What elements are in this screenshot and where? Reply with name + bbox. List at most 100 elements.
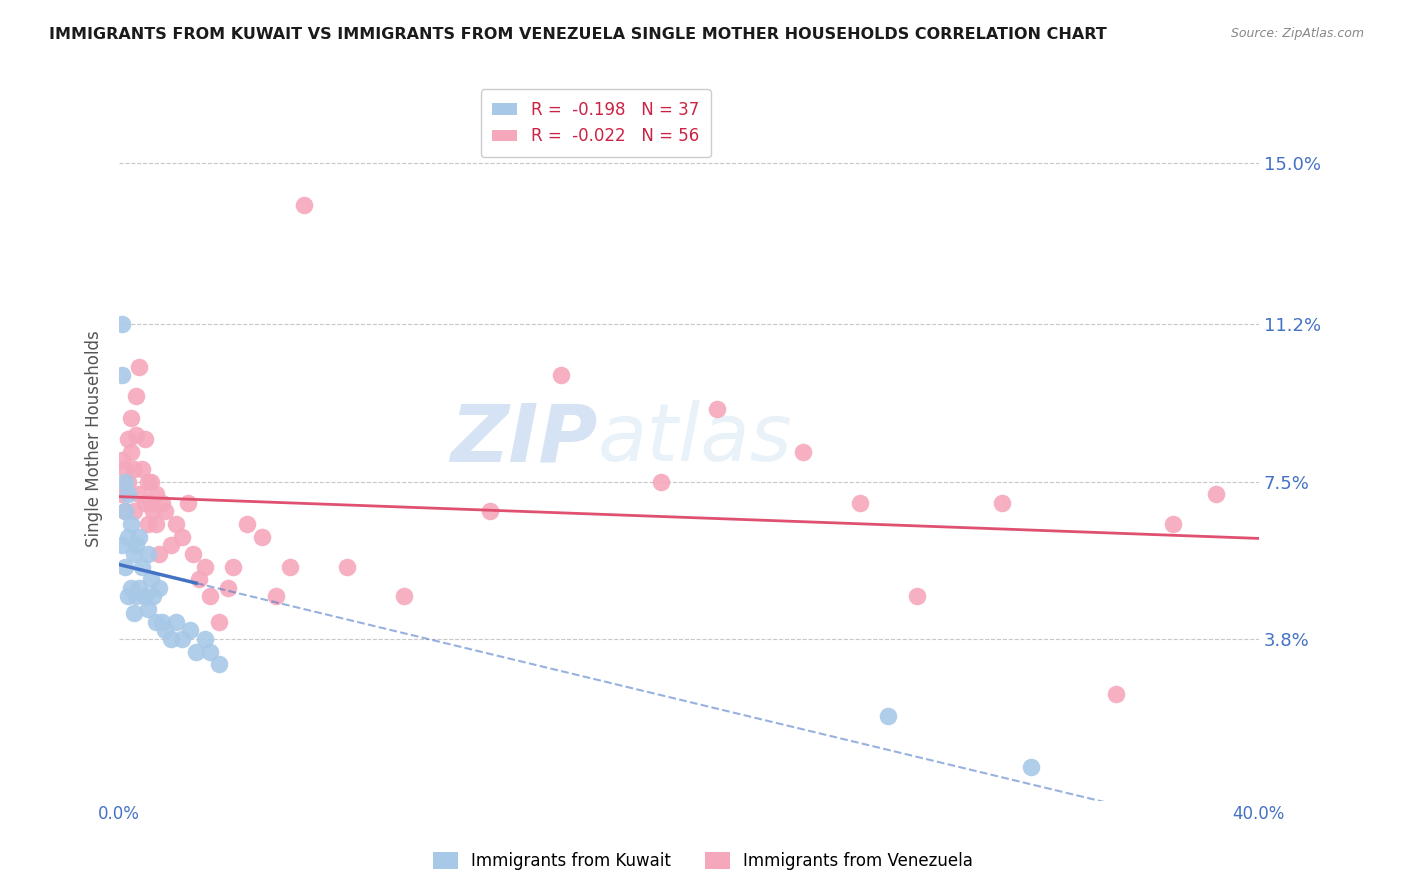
Point xyxy=(114,504,136,518)
Point xyxy=(392,590,415,604)
Point xyxy=(222,559,245,574)
Point xyxy=(145,517,167,532)
Text: Source: ZipAtlas.com: Source: ZipAtlas.com xyxy=(1230,27,1364,40)
Point xyxy=(131,559,153,574)
Point xyxy=(128,487,150,501)
Point xyxy=(136,475,159,489)
Point xyxy=(139,475,162,489)
Point xyxy=(176,496,198,510)
Point xyxy=(122,462,145,476)
Point xyxy=(478,504,501,518)
Point xyxy=(134,432,156,446)
Point xyxy=(120,517,142,532)
Point xyxy=(991,496,1014,510)
Point xyxy=(125,427,148,442)
Point xyxy=(125,538,148,552)
Point xyxy=(849,496,872,510)
Point xyxy=(278,559,301,574)
Point xyxy=(136,547,159,561)
Legend: R =  -0.198   N = 37, R =  -0.022   N = 56: R = -0.198 N = 37, R = -0.022 N = 56 xyxy=(481,89,711,157)
Point xyxy=(877,708,900,723)
Point xyxy=(264,590,287,604)
Point xyxy=(208,657,231,672)
Point xyxy=(111,317,134,331)
Point xyxy=(114,504,136,518)
Point xyxy=(145,615,167,629)
Point xyxy=(1161,517,1184,532)
Point xyxy=(150,496,173,510)
Point xyxy=(122,547,145,561)
Point xyxy=(114,475,136,489)
Point xyxy=(1105,687,1128,701)
Point xyxy=(159,632,181,646)
Point xyxy=(111,487,134,501)
Point xyxy=(792,444,814,458)
Point xyxy=(125,590,148,604)
Point xyxy=(200,645,222,659)
Point xyxy=(139,496,162,510)
Point xyxy=(120,581,142,595)
Point xyxy=(194,632,217,646)
Point xyxy=(153,624,176,638)
Point xyxy=(117,487,139,501)
Point xyxy=(114,462,136,476)
Point xyxy=(120,444,142,458)
Point xyxy=(194,559,217,574)
Point xyxy=(170,632,193,646)
Point xyxy=(217,581,239,595)
Point xyxy=(905,590,928,604)
Point xyxy=(134,496,156,510)
Point xyxy=(122,607,145,621)
Point xyxy=(183,547,205,561)
Point xyxy=(170,530,193,544)
Point xyxy=(650,475,672,489)
Text: atlas: atlas xyxy=(598,400,793,478)
Point xyxy=(165,517,187,532)
Point xyxy=(145,487,167,501)
Point xyxy=(1019,759,1042,773)
Point xyxy=(117,432,139,446)
Point xyxy=(125,389,148,403)
Point xyxy=(128,359,150,374)
Point xyxy=(153,504,176,518)
Point xyxy=(142,590,165,604)
Point xyxy=(134,590,156,604)
Point xyxy=(236,517,259,532)
Point xyxy=(142,504,165,518)
Text: IMMIGRANTS FROM KUWAIT VS IMMIGRANTS FROM VENEZUELA SINGLE MOTHER HOUSEHOLDS COR: IMMIGRANTS FROM KUWAIT VS IMMIGRANTS FRO… xyxy=(49,27,1107,42)
Point xyxy=(188,573,211,587)
Point xyxy=(179,624,201,638)
Point xyxy=(117,475,139,489)
Point xyxy=(111,453,134,467)
Point xyxy=(111,538,134,552)
Point xyxy=(208,615,231,629)
Legend: Immigrants from Kuwait, Immigrants from Venezuela: Immigrants from Kuwait, Immigrants from … xyxy=(426,845,980,877)
Point xyxy=(706,402,728,417)
Point xyxy=(114,559,136,574)
Point xyxy=(159,538,181,552)
Point xyxy=(200,590,222,604)
Text: ZIP: ZIP xyxy=(450,400,598,478)
Point xyxy=(148,581,170,595)
Point xyxy=(136,517,159,532)
Point xyxy=(1205,487,1227,501)
Point xyxy=(550,368,572,383)
Point xyxy=(117,590,139,604)
Point xyxy=(111,368,134,383)
Y-axis label: Single Mother Households: Single Mother Households xyxy=(86,331,103,548)
Point xyxy=(120,410,142,425)
Point xyxy=(148,547,170,561)
Point xyxy=(294,198,316,212)
Point xyxy=(250,530,273,544)
Point xyxy=(136,602,159,616)
Point xyxy=(122,504,145,518)
Point xyxy=(150,615,173,629)
Point xyxy=(117,530,139,544)
Point xyxy=(128,530,150,544)
Point xyxy=(165,615,187,629)
Point xyxy=(131,462,153,476)
Point xyxy=(336,559,359,574)
Point xyxy=(139,573,162,587)
Point xyxy=(186,645,208,659)
Point xyxy=(128,581,150,595)
